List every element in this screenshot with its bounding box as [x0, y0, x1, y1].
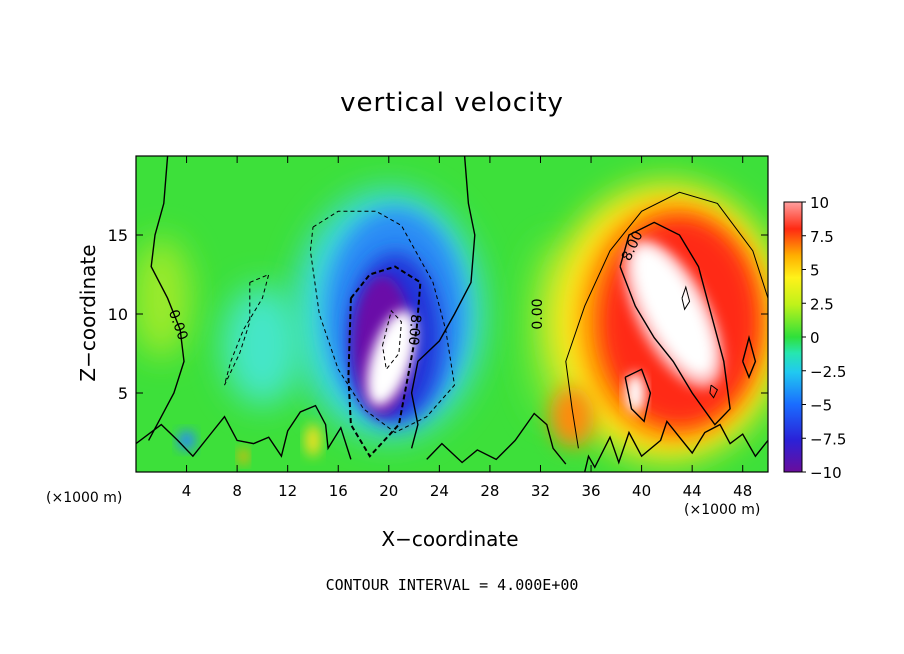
y-tick-label: 5 [118, 384, 128, 403]
zero-contour [147, 156, 185, 441]
y-tick-label: 15 [108, 226, 128, 245]
weak-updraft-region [136, 238, 192, 359]
contour-lines [136, 156, 768, 472]
surface-contour [426, 412, 567, 465]
contour-interval-note: CONTOUR INTERVAL = 4.000E+00 [325, 576, 579, 594]
zero-contour [410, 156, 476, 449]
chart-title: vertical velocity [340, 88, 564, 118]
downdraft-contour [224, 273, 270, 386]
x-unit-label-left: (×1000 m) [46, 490, 123, 506]
colorbar-tick-label: −2.5 [810, 363, 846, 381]
x-tick-label: 44 [683, 482, 702, 500]
colorbar-tick-label: 2.5 [810, 295, 834, 313]
colorbar-tick-label: 0 [810, 329, 820, 347]
updraft-lobe [550, 386, 595, 447]
updraft-contour [565, 191, 768, 449]
updraft-lobe [238, 448, 249, 465]
x-tick-label: 32 [531, 482, 550, 500]
updraft-contour-12 [681, 285, 691, 311]
downdraft-outer [222, 285, 303, 406]
updraft-core [632, 246, 715, 376]
x-tick-label: 28 [480, 482, 499, 500]
y-axis-label: Z−coordinate [76, 244, 100, 382]
downdraft-contour-12 [382, 309, 402, 371]
updraft-lobe [304, 424, 321, 457]
colorbar-ticks: 10 7.5 5 2.5 0 −2.5 −5 −7.5 −10 [802, 194, 846, 482]
updraft-contour-8 [619, 221, 731, 426]
y-tick-label: 10 [108, 305, 128, 324]
x-axis: 4 8 12 16 20 24 28 32 36 40 44 48 [182, 156, 752, 500]
colorbar [783, 201, 803, 473]
x-tick-label: 16 [329, 482, 348, 500]
velocity-field [136, 156, 768, 472]
colorbar-tick-label: 10 [810, 194, 829, 212]
x-unit-label-right: (×1000 m) [684, 502, 761, 518]
colorbar-tick-label: 7.5 [810, 228, 834, 246]
updraft-contour-12 [709, 384, 719, 399]
updraft-contour-8 [742, 334, 757, 380]
surface-contour [584, 419, 768, 472]
colorbar-tick-label: 5 [810, 262, 820, 280]
contour-label: 0.00 [530, 298, 546, 329]
x-tick-label: 36 [581, 482, 600, 500]
x-tick-label: 40 [632, 482, 651, 500]
x-axis-label: X−coordinate [381, 527, 519, 551]
downdraft-contour [309, 210, 456, 434]
colorbar-tick-label: −5 [810, 397, 832, 415]
surface-contour [136, 404, 352, 460]
y-axis: 5 10 15 [108, 226, 768, 403]
x-tick-label: 48 [733, 482, 752, 500]
colorbar-tick-label: −7.5 [810, 430, 846, 448]
downdraft-lobe [177, 430, 196, 451]
x-tick-label: 20 [379, 482, 398, 500]
contour-label: 8.00 [405, 314, 424, 346]
x-tick-label: 12 [278, 482, 297, 500]
x-tick-label: 4 [182, 482, 192, 500]
x-tick-label: 24 [430, 482, 449, 500]
x-tick-label: 8 [232, 482, 242, 500]
colorbar-tick-label: −10 [810, 464, 842, 482]
downdraft-core [366, 310, 416, 407]
updraft-contour-8 [624, 368, 652, 423]
